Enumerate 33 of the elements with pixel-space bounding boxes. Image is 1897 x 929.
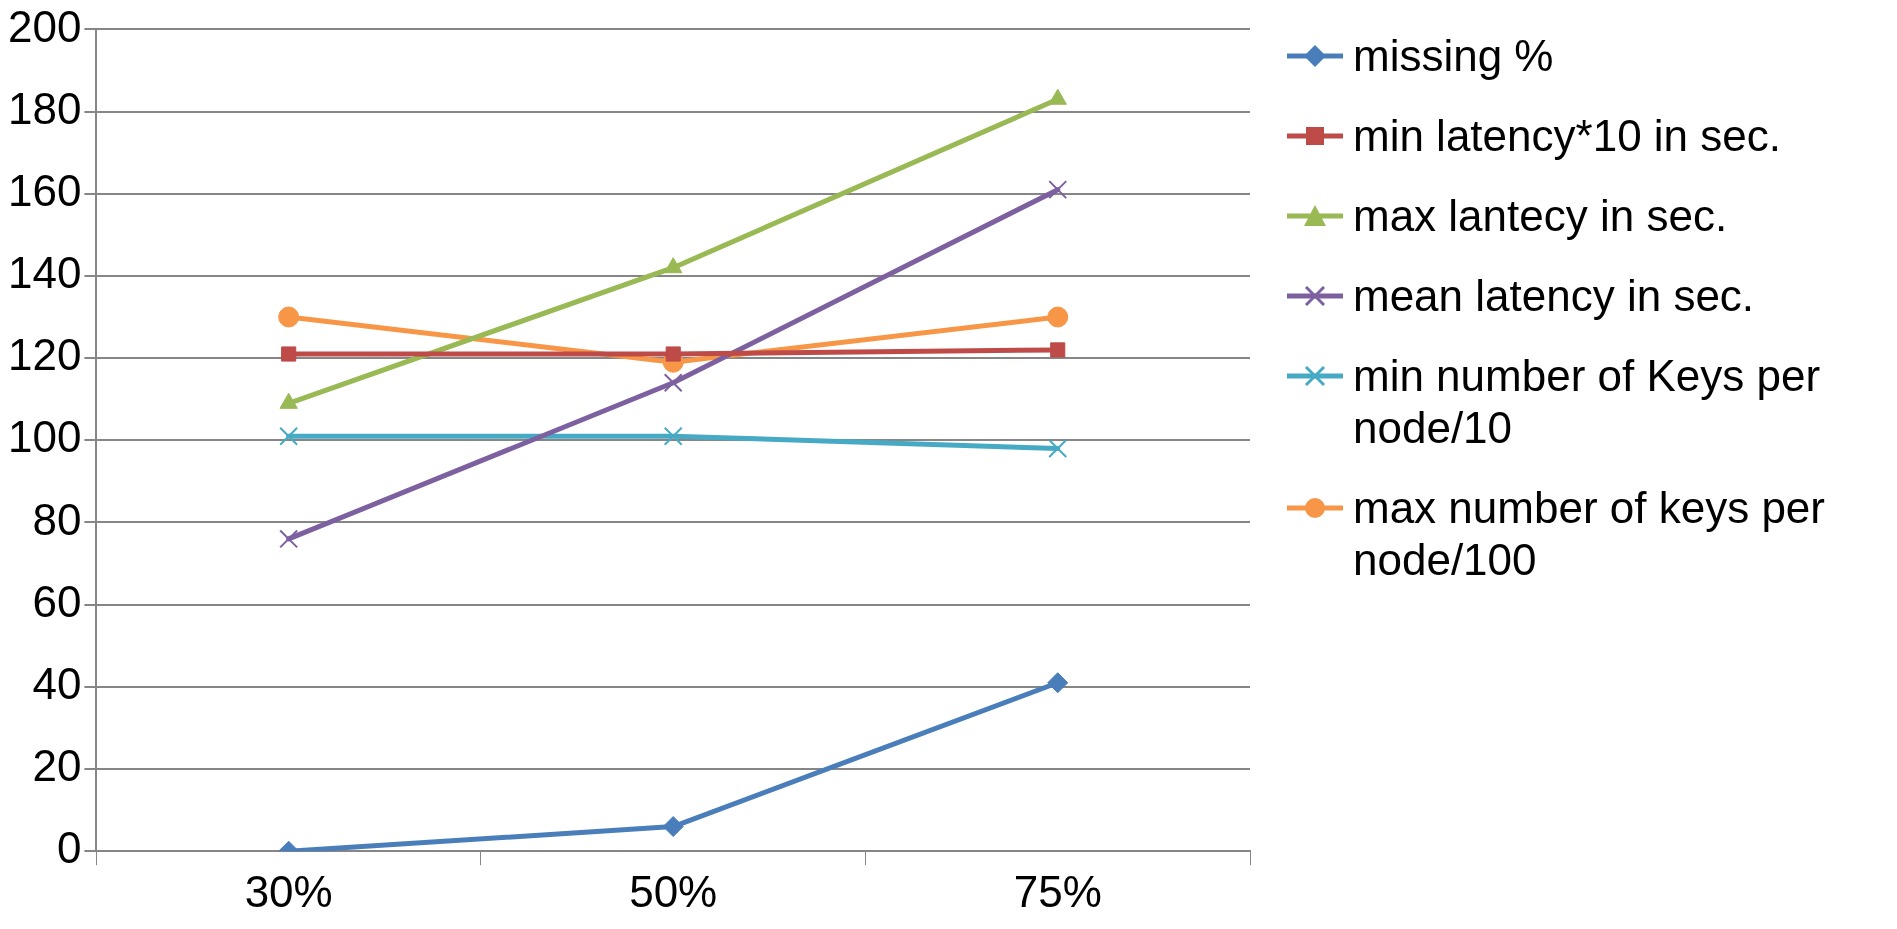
y-tick-label: 200 [7, 1, 82, 51]
legend-label: max number of keys per node/100 [1353, 482, 1826, 586]
y-tick-label: 100 [7, 412, 82, 462]
point [279, 529, 299, 549]
y-tick-label: 120 [7, 330, 82, 380]
point [1050, 342, 1066, 358]
y-tick-label: 60 [32, 576, 82, 626]
y-tick-label: 20 [32, 741, 82, 791]
point [278, 306, 300, 328]
legend-label: max lantecy in sec. [1353, 190, 1728, 242]
point [663, 373, 683, 393]
x-tick-label: 75% [1013, 866, 1102, 916]
legend-label: min latency*10 in sec. [1353, 110, 1781, 162]
legend-label: missing % [1353, 30, 1554, 82]
x-tick-label: 50% [629, 866, 718, 916]
point [281, 346, 297, 362]
point [1048, 439, 1068, 458]
point [663, 426, 683, 446]
point [662, 816, 684, 838]
point [665, 346, 681, 362]
legend-label: mean latency in sec. [1353, 270, 1755, 322]
y-tick-label: 140 [7, 248, 82, 298]
point [1047, 306, 1069, 328]
y-tick-label: 80 [32, 494, 82, 544]
y-tick-label: 160 [7, 165, 82, 215]
y-tick-label: 40 [32, 658, 82, 708]
y-tick-label: 0 [56, 823, 82, 873]
x-tick-label: 30% [244, 866, 333, 916]
point [1048, 180, 1068, 200]
legend-label: min number of Keys per node/10 [1353, 350, 1822, 454]
point [279, 426, 299, 446]
point [1047, 672, 1069, 694]
y-tick-label: 180 [7, 83, 82, 133]
